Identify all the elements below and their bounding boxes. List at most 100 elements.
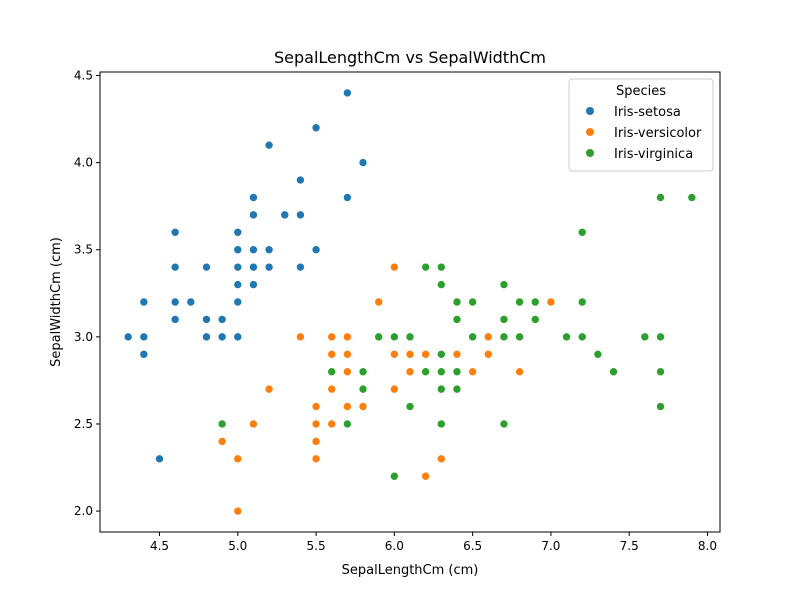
point-iris-virginica [640, 332, 650, 342]
point-iris-virginica [452, 384, 462, 394]
x-tick-label: 8.0 [698, 539, 717, 553]
data-points [123, 88, 697, 516]
point-iris-virginica [437, 349, 446, 359]
legend-marker-iris-virginica [586, 149, 594, 157]
point-iris-setosa [170, 297, 180, 307]
point-iris-virginica [687, 193, 697, 202]
point-iris-setosa [233, 280, 243, 289]
point-iris-versicolor [390, 349, 399, 359]
point-iris-virginica [405, 332, 415, 342]
point-iris-versicolor [515, 367, 524, 376]
point-iris-virginica [515, 297, 524, 307]
point-iris-versicolor [233, 454, 243, 464]
point-iris-virginica [656, 193, 665, 202]
legend-marker-iris-versicolor [586, 128, 594, 136]
y-tick-label: 4.0 [74, 156, 93, 170]
point-iris-virginica [452, 297, 462, 307]
point-iris-virginica [499, 315, 509, 324]
point-iris-virginica [217, 419, 227, 429]
point-iris-setosa [264, 245, 274, 255]
point-iris-virginica [562, 332, 571, 342]
y-axis-label: SepalWidthCm (cm) [49, 237, 64, 367]
point-iris-versicolor [327, 384, 337, 394]
legend-title: Species [616, 84, 666, 99]
point-iris-virginica [577, 297, 587, 307]
point-iris-virginica [358, 384, 368, 394]
point-iris-versicolor [405, 349, 415, 359]
point-iris-virginica [437, 419, 446, 429]
y-tick-label: 2.5 [74, 417, 93, 431]
point-iris-virginica [577, 332, 587, 342]
x-tick-label: 6.5 [463, 539, 482, 553]
x-tick-label: 4.5 [150, 539, 169, 553]
point-iris-virginica [468, 332, 477, 342]
point-iris-versicolor [483, 349, 493, 359]
point-iris-setosa [155, 454, 164, 464]
point-iris-virginica [452, 315, 462, 324]
point-iris-virginica [530, 315, 540, 324]
point-iris-versicolor [311, 437, 321, 446]
legend: Species Iris-setosa Iris-versicolor Iris-v… [568, 78, 714, 172]
point-iris-setosa [186, 297, 196, 307]
point-iris-versicolor [374, 297, 383, 307]
point-iris-setosa [233, 262, 243, 272]
point-iris-virginica [390, 471, 399, 481]
point-iris-setosa [280, 210, 290, 220]
point-iris-setosa [343, 193, 352, 202]
point-iris-setosa [264, 140, 274, 150]
point-iris-versicolor [249, 419, 258, 429]
point-iris-virginica [374, 332, 383, 342]
x-axis-label: SepalLengthCm (cm) [342, 563, 479, 578]
x-tick-label: 6.0 [385, 539, 404, 553]
plot-area [99, 71, 721, 533]
point-iris-setosa [123, 332, 133, 342]
point-iris-setosa [202, 332, 211, 342]
point-iris-setosa [202, 315, 211, 324]
point-iris-virginica [405, 402, 415, 411]
point-iris-setosa [170, 228, 180, 237]
point-iris-virginica [577, 228, 587, 237]
point-iris-versicolor [358, 402, 368, 411]
point-iris-virginica [656, 367, 665, 376]
point-iris-versicolor [343, 367, 352, 376]
point-iris-virginica [609, 367, 618, 376]
legend-label-iris-versicolor: Iris-versicolor [614, 126, 702, 141]
point-iris-versicolor [311, 402, 321, 411]
point-iris-versicolor [233, 506, 243, 516]
point-iris-setosa [249, 210, 258, 220]
point-iris-setosa [217, 332, 227, 342]
chart-title: SepalLengthCm vs SepalWidthCm [274, 48, 546, 67]
point-iris-versicolor [437, 454, 446, 464]
point-iris-setosa [139, 332, 149, 342]
point-iris-virginica [437, 262, 446, 272]
x-axis: 4.5 5.0 5.5 6.0 6.5 7.0 7.5 8.0 [150, 532, 717, 553]
point-iris-virginica [390, 332, 399, 342]
point-iris-versicolor [327, 349, 337, 359]
point-iris-versicolor [327, 419, 337, 429]
point-iris-versicolor [421, 349, 430, 359]
x-tick-label: 5.0 [228, 539, 247, 553]
point-iris-setosa [296, 262, 305, 272]
point-iris-setosa [343, 88, 352, 98]
point-iris-versicolor [421, 471, 430, 481]
point-iris-virginica [530, 297, 540, 307]
point-iris-setosa [233, 332, 243, 342]
point-iris-virginica [421, 367, 430, 376]
point-iris-setosa [233, 297, 243, 307]
point-iris-versicolor [452, 349, 462, 359]
point-iris-setosa [358, 158, 368, 167]
y-tick-label: 3.5 [74, 243, 93, 257]
point-iris-versicolor [311, 419, 321, 429]
point-iris-virginica [656, 402, 665, 411]
point-iris-virginica [343, 419, 352, 429]
point-iris-versicolor [217, 437, 227, 446]
point-iris-virginica [593, 349, 603, 359]
point-iris-virginica [421, 262, 430, 272]
point-iris-setosa [139, 349, 149, 359]
x-tick-label: 7.5 [620, 539, 639, 553]
point-iris-setosa [249, 280, 258, 289]
y-tick-label: 4.5 [74, 68, 93, 82]
point-iris-virginica [515, 332, 524, 342]
point-iris-virginica [437, 280, 446, 289]
point-iris-virginica [499, 280, 509, 289]
